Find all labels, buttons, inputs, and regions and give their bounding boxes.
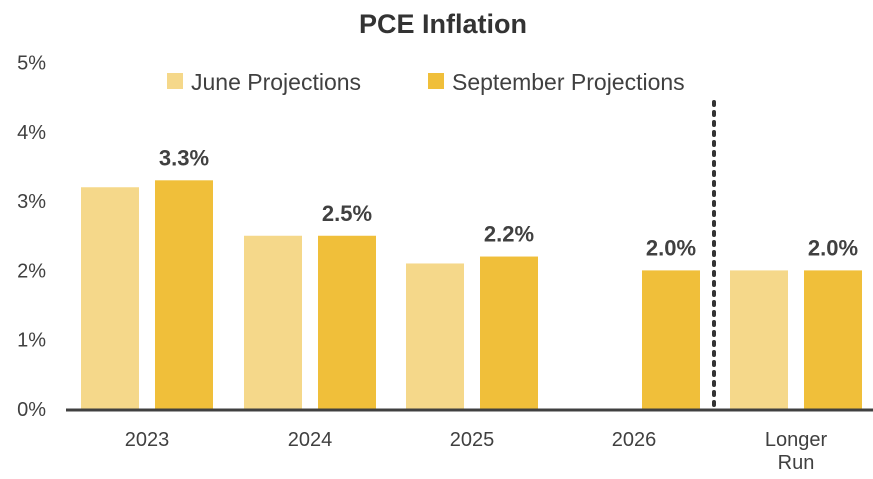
legend: June Projections September Projections [167, 69, 685, 95]
y-axis-ticks: 0% 1% 2% 3% 4% 5% [17, 53, 46, 422]
data-labels: 3.3% 2.5% 2.2% 2.0% 2.0% [159, 145, 858, 260]
legend-label: June Projections [191, 69, 361, 95]
x-tick-label: Run [778, 452, 815, 474]
data-label: 2.2% [484, 222, 534, 247]
chart-title: PCE Inflation [359, 9, 527, 39]
bars [81, 180, 862, 409]
data-label: 2.0% [646, 235, 696, 260]
legend-swatch [167, 73, 183, 89]
bar-september [318, 235, 376, 409]
data-label: 2.0% [808, 235, 858, 260]
y-tick-label: 1% [17, 330, 46, 352]
y-tick-label: 3% [17, 191, 46, 213]
y-tick-label: 4% [17, 122, 46, 144]
bar-september [804, 270, 862, 409]
data-label: 2.5% [322, 201, 372, 226]
x-tick-label: 2023 [125, 429, 170, 451]
bar-june [730, 270, 788, 409]
data-label: 3.3% [159, 145, 209, 170]
x-tick-label: Longer [765, 429, 828, 451]
legend-label: September Projections [452, 69, 685, 95]
y-tick-label: 2% [17, 260, 46, 282]
bar-june [81, 187, 139, 409]
bar-september [642, 270, 700, 409]
y-tick-label: 5% [17, 53, 46, 75]
bar-september [155, 180, 213, 409]
bar-june [406, 263, 464, 409]
x-tick-label: 2026 [612, 429, 657, 451]
legend-swatch [428, 73, 444, 89]
bar-june [244, 235, 302, 409]
x-tick-label: 2024 [288, 429, 333, 451]
bar-september [480, 256, 538, 409]
x-tick-label: 2025 [450, 429, 495, 451]
y-tick-label: 0% [17, 399, 46, 421]
